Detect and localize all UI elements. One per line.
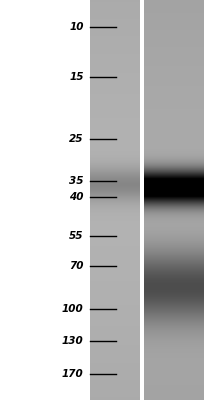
Text: 130: 130 — [62, 336, 84, 346]
Text: 40: 40 — [69, 192, 84, 202]
Text: 100: 100 — [62, 304, 84, 314]
Text: 10: 10 — [69, 22, 84, 32]
Text: 35: 35 — [69, 176, 84, 186]
Text: 55: 55 — [69, 231, 84, 241]
Text: 25: 25 — [69, 134, 84, 144]
Text: 70: 70 — [69, 260, 84, 270]
Text: 170: 170 — [62, 369, 84, 379]
Text: 15: 15 — [69, 72, 84, 82]
